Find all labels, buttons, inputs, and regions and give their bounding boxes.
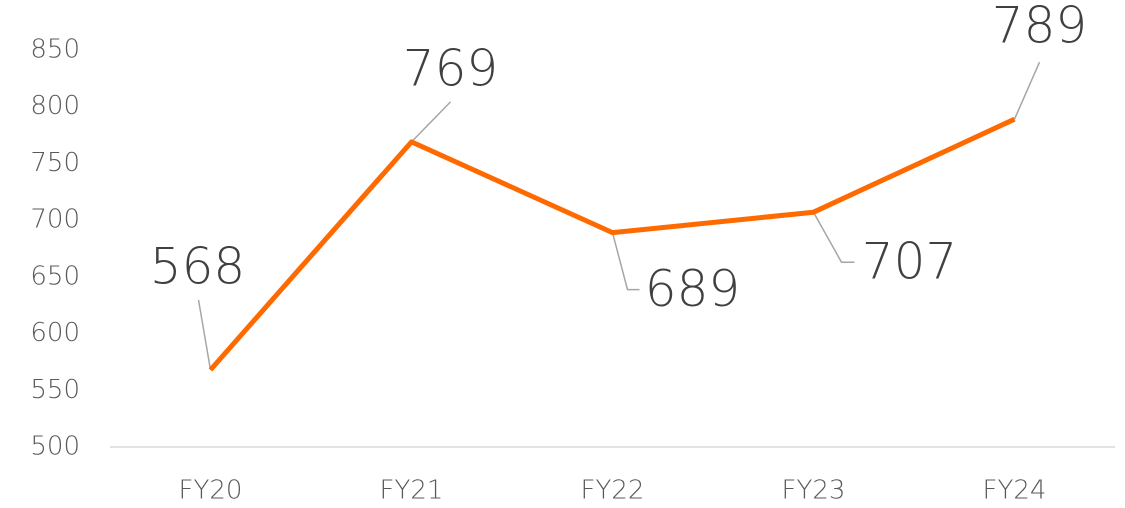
data-label: 769 <box>403 39 498 97</box>
data-label: 568 <box>150 237 245 295</box>
leader-line <box>812 211 855 263</box>
y-tick-label: 850 <box>30 35 80 65</box>
y-tick-label: 800 <box>30 91 80 121</box>
leader-line <box>611 232 640 291</box>
leader-line <box>197 299 212 370</box>
x-tick-label: FY22 <box>581 476 645 506</box>
data-label: 689 <box>645 260 740 318</box>
leader-line <box>1013 61 1041 120</box>
y-tick-label: 650 <box>30 261 80 291</box>
x-tick-label: FY21 <box>380 476 444 506</box>
y-tick-label: 700 <box>30 205 80 235</box>
data-label: 707 <box>862 233 957 291</box>
data-label: 789 <box>992 0 1087 55</box>
x-tick-label: FY23 <box>782 476 846 506</box>
x-tick-label: FY20 <box>179 476 243 506</box>
y-tick-label: 750 <box>30 148 80 178</box>
y-tick-label: 600 <box>30 318 80 348</box>
y-tick-label: 550 <box>30 375 80 405</box>
y-tick-label: 500 <box>30 432 80 462</box>
x-tick-label: FY24 <box>983 476 1047 506</box>
data-line <box>208 116 1016 372</box>
leader-line <box>410 101 452 143</box>
